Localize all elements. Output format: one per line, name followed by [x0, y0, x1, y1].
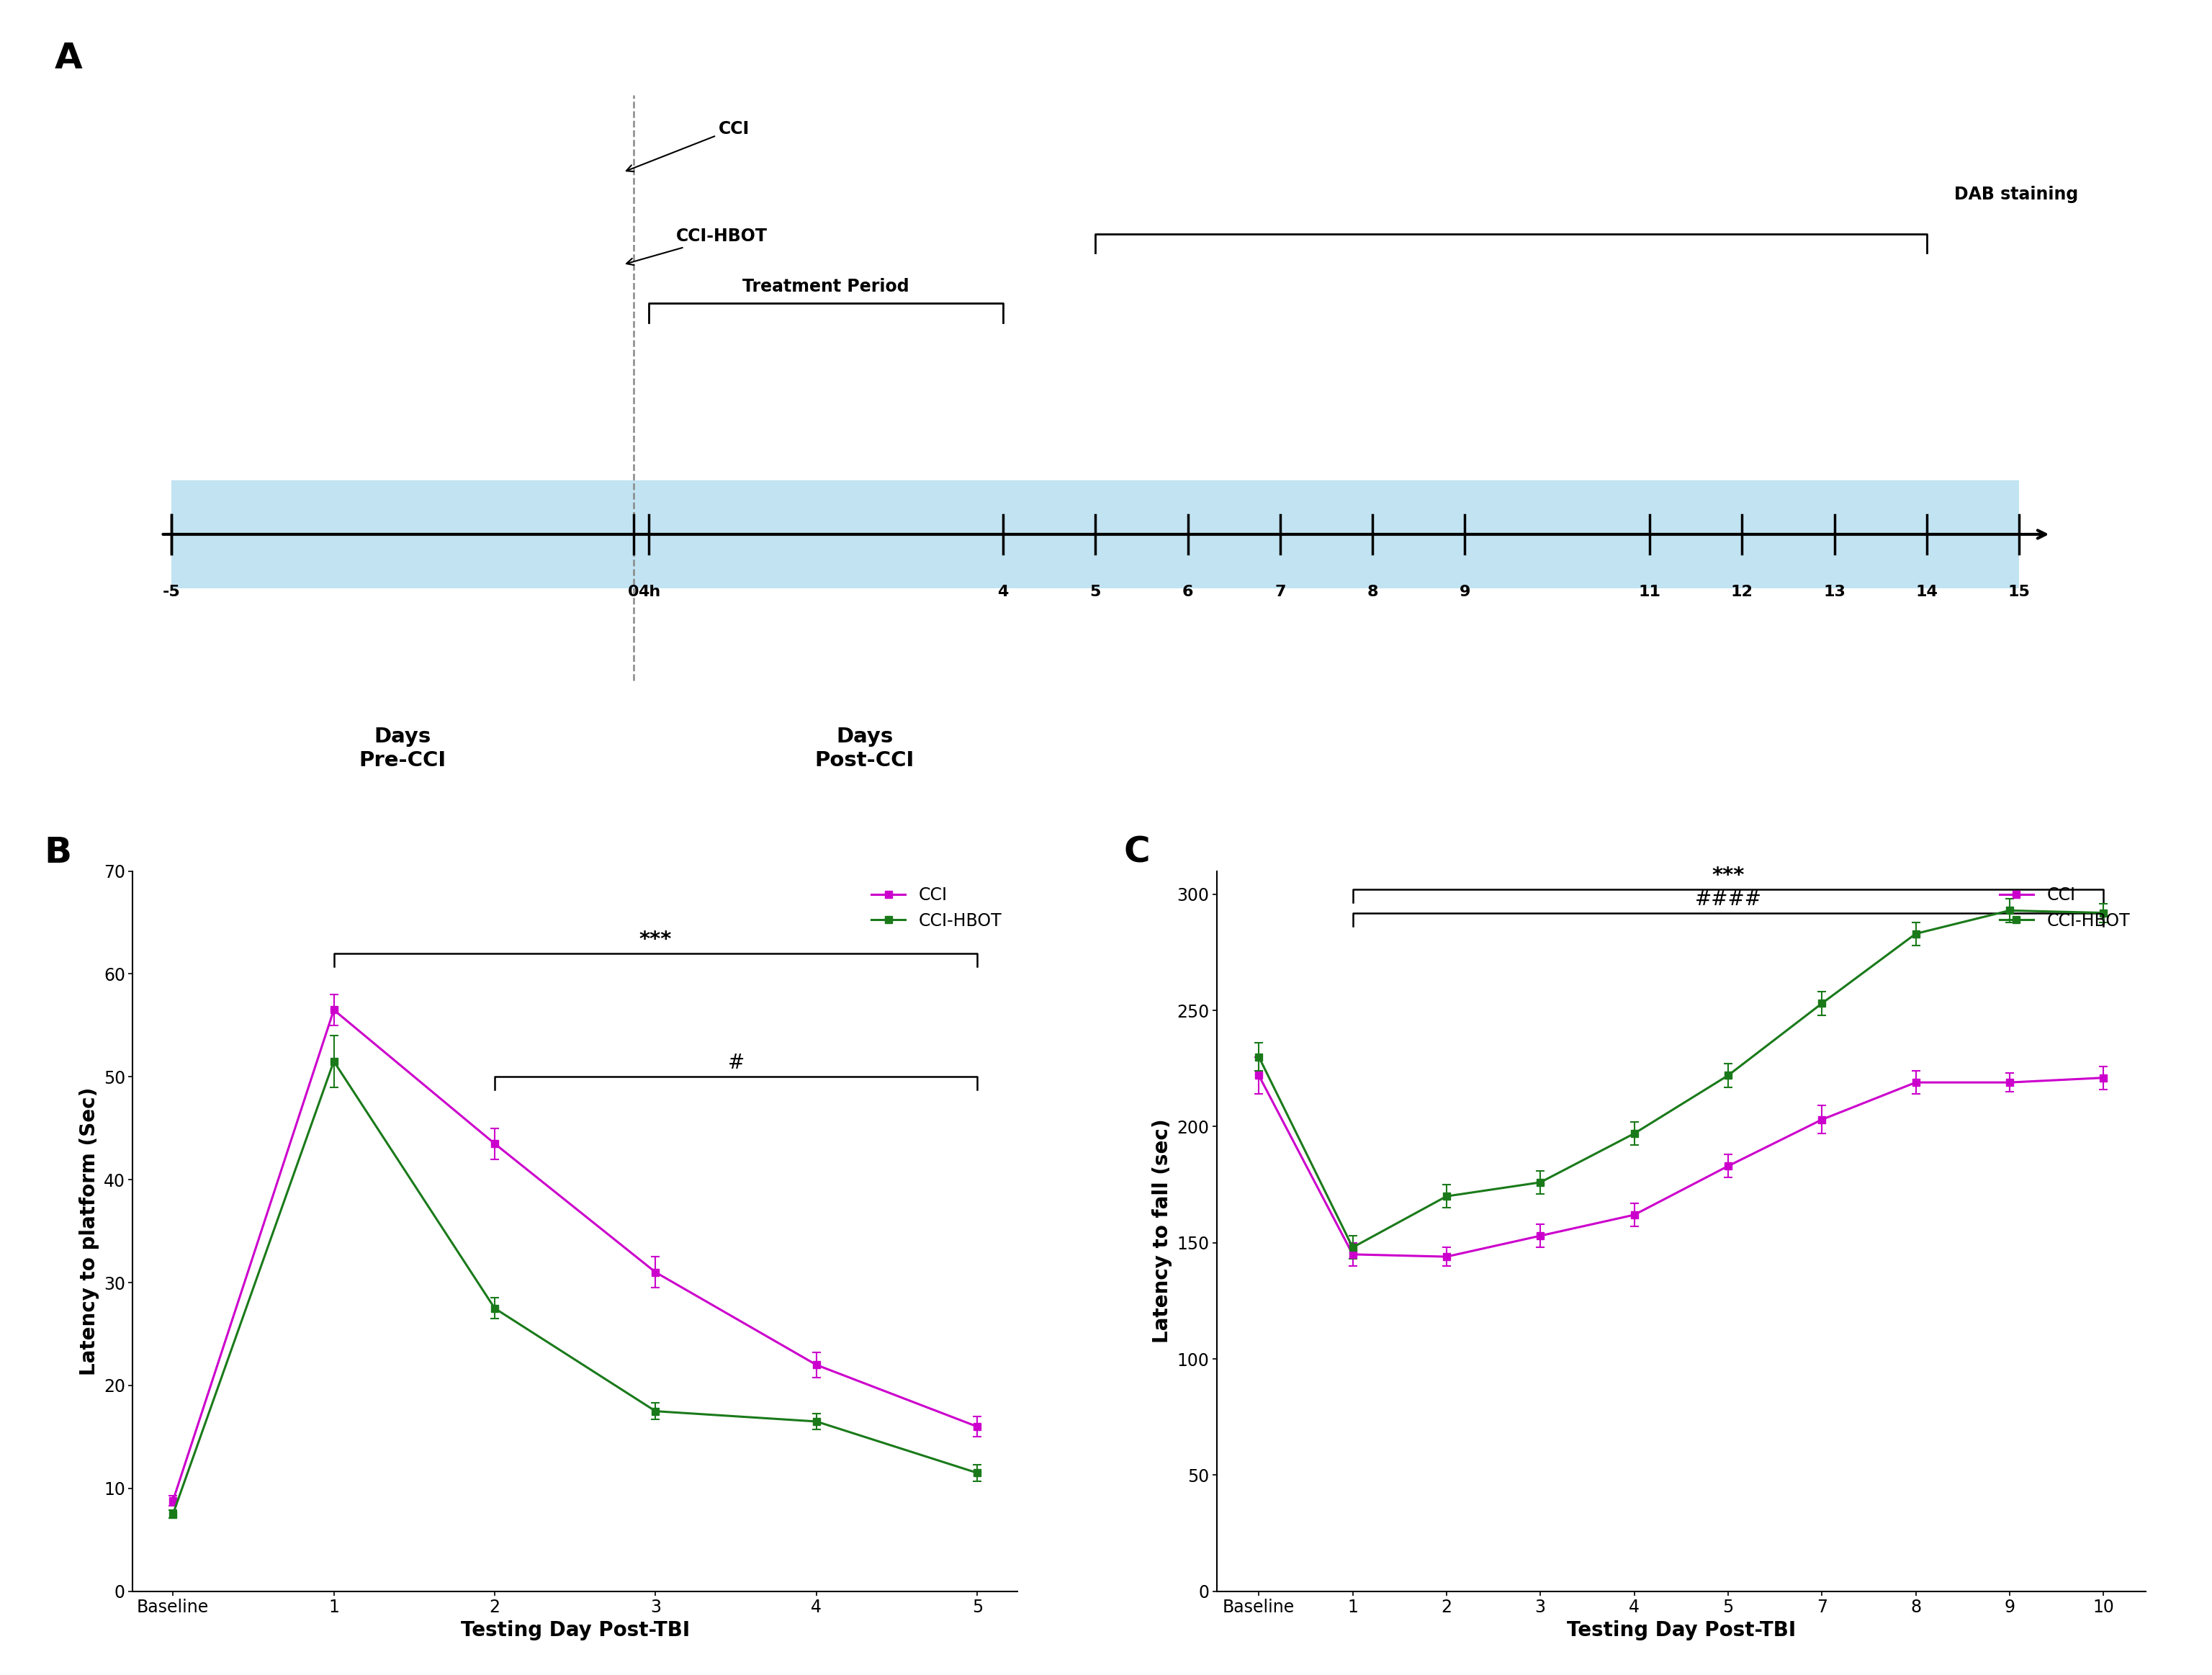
Text: B: B	[44, 834, 71, 869]
Text: ####: ####	[1694, 889, 1761, 910]
Text: Treatment Period: Treatment Period	[743, 278, 909, 295]
Y-axis label: Latency to fall (sec): Latency to fall (sec)	[1152, 1119, 1172, 1343]
Text: 13: 13	[1823, 585, 1845, 598]
X-axis label: Testing Day Post-TBI: Testing Day Post-TBI	[1566, 1620, 1796, 1640]
Text: ***: ***	[639, 930, 672, 950]
Text: C: C	[1124, 834, 1150, 869]
Text: A: A	[55, 42, 82, 75]
Text: 12: 12	[1730, 585, 1754, 598]
Bar	[173, 481, 2020, 588]
Text: 4: 4	[998, 585, 1009, 598]
Text: 15: 15	[2008, 585, 2031, 598]
Y-axis label: Latency to platform (Sec): Latency to platform (Sec)	[80, 1087, 100, 1375]
Text: 7: 7	[1274, 585, 1285, 598]
Text: -5: -5	[164, 585, 181, 598]
Text: 8: 8	[1367, 585, 1378, 598]
Text: 11: 11	[1639, 585, 1661, 598]
Legend: CCI, CCI-HBOT: CCI, CCI-HBOT	[865, 879, 1009, 936]
Text: 0: 0	[628, 585, 639, 598]
Text: 14: 14	[1916, 585, 1938, 598]
Text: 9: 9	[1460, 585, 1471, 598]
Text: 4h: 4h	[637, 585, 659, 598]
Text: DAB staining: DAB staining	[1955, 186, 2079, 203]
X-axis label: Testing Day Post-TBI: Testing Day Post-TBI	[460, 1620, 690, 1640]
Text: CCI: CCI	[626, 121, 750, 171]
Text: Days
Post-CCI: Days Post-CCI	[814, 727, 914, 770]
Legend: CCI, CCI-HBOT: CCI, CCI-HBOT	[1993, 879, 2137, 936]
Text: Days
Pre-CCI: Days Pre-CCI	[358, 727, 447, 770]
Text: CCI-HBOT: CCI-HBOT	[626, 228, 768, 265]
Text: #: #	[728, 1054, 745, 1074]
Text: 5: 5	[1091, 585, 1102, 598]
Text: ***: ***	[1712, 866, 1745, 886]
Text: 6: 6	[1181, 585, 1192, 598]
